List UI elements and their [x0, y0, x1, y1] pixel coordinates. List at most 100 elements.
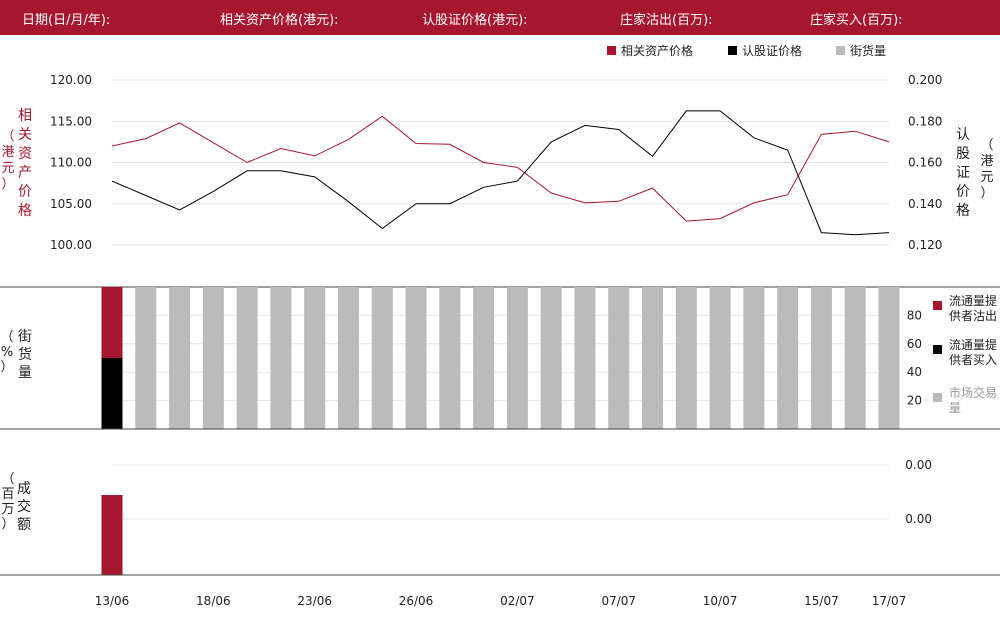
turnover-axis-title: 成交额: [17, 481, 31, 533]
warrant-tick-label: 0.140: [908, 197, 942, 211]
underlying-axis-title-glyph: 相: [18, 108, 32, 124]
warrant-price-axis-label: 认股证价格 （港元）: [956, 127, 994, 219]
market-volume-bar: [642, 287, 664, 429]
date-tick-label: 02/07: [500, 594, 535, 608]
underlying-price-line: [111, 115, 890, 222]
legend-label-line: 流通量提: [949, 293, 997, 308]
outstanding-axis-title-glyph: 街: [18, 329, 32, 345]
market-volume-bar: [337, 287, 359, 429]
market-volume-bar: [304, 287, 326, 429]
warrant-axis-title-glyph: 证: [956, 165, 970, 181]
market-volume-bar: [743, 287, 765, 429]
legend-swatch: [836, 46, 845, 55]
turnover-axis-unit: （百万）: [1, 472, 14, 532]
price-lines: [111, 110, 890, 236]
turnover-axis-unit-glyph: （: [1, 472, 14, 487]
market-volume-bar: [878, 287, 900, 429]
warrant-tick-label: 0.120: [908, 238, 942, 252]
underlying-axis-title-glyph: 资: [18, 146, 32, 162]
underlying-axis-unit-glyph: （: [1, 129, 14, 144]
market-volume-bar: [810, 287, 832, 429]
underlying-axis-unit: （港元）: [1, 129, 14, 192]
market-volume-bar: [236, 287, 258, 429]
warrant-tick-label: 0.180: [908, 114, 942, 128]
underlying-axis-unit-glyph: 元: [1, 161, 14, 176]
market-volume-bar: [169, 287, 191, 429]
legend-swatch: [933, 301, 942, 310]
outstanding-axis-title: 街货量: [18, 329, 32, 381]
price-legend: 相关资产价格 认股证价格 街货量: [607, 43, 886, 58]
turnover-axis-title-glyph: 额: [17, 517, 31, 533]
market-maker-buy-label: 庄家买入(百万):: [810, 13, 903, 28]
legend-label-line: 流通量提: [949, 337, 997, 352]
sell-bar: [101, 287, 123, 358]
market-volume-bar: [777, 287, 799, 429]
outstanding-bars: [101, 287, 900, 429]
outstanding-axis-label: 街货量 （%）: [0, 329, 32, 381]
warrant-axis-title-glyph: 认: [956, 127, 970, 143]
header-bar: 日期(日/月/年): 相关资产价格(港元): 认股证价格(港元): 庄家沽出(百…: [0, 0, 1000, 35]
underlying-price-axis: 100.00 105.00 110.00 115.00 120.00: [50, 73, 92, 252]
market-volume-bar: [675, 287, 697, 429]
legend-label-line: 供者沽出: [949, 309, 997, 323]
outstanding-grid: [112, 314, 889, 402]
date-label: 日期(日/月/年):: [22, 13, 111, 28]
underlying-tick-label: 115.00: [50, 114, 92, 128]
date-tick-label: 23/06: [297, 594, 332, 608]
legend-label: 相关资产价格: [621, 43, 693, 58]
underlying-tick-label: 100.00: [50, 238, 92, 252]
date-axis: 13/06 18/06 23/06 26/06 02/07 07/07 10/07 15/07…: [95, 594, 907, 608]
market-volume-bar: [135, 287, 157, 429]
date-tick-label: 18/06: [196, 594, 231, 608]
turnover-bars: [101, 495, 123, 575]
market-volume-bar: [439, 287, 461, 429]
warrant-axis-unit-glyph: ）: [980, 186, 993, 201]
outstanding-tick-label: 80: [907, 308, 922, 322]
market-volume-bar: [608, 287, 630, 429]
date-tick-label: 07/07: [601, 594, 636, 608]
turnover-axis-title-glyph: 交: [17, 498, 31, 515]
warrant-axis-title-glyph: 格: [956, 203, 970, 219]
underlying-price-axis-label: 相关资产价格 （港元）: [1, 108, 32, 219]
underlying-axis-title-glyph: 价: [18, 184, 32, 200]
date-tick-label: 10/07: [703, 594, 738, 608]
underlying-tick-label: 110.00: [50, 156, 92, 170]
warrant-axis-unit-glyph: （: [980, 138, 993, 153]
warrant-axis-title: 认股证价格: [956, 127, 970, 219]
turnover-axis-label: 成交额（百万）: [1, 472, 31, 533]
underlying-axis-title-glyph: 产: [18, 165, 32, 181]
legend-swatch: [607, 46, 616, 55]
turnover-tick-label: 0.00: [905, 458, 932, 472]
turnover-tick-label: 0.00: [905, 512, 932, 526]
legend-label: 市场交易量: [949, 385, 997, 415]
underlying-price-label: 相关资产价格(港元):: [220, 13, 339, 28]
turnover-axis: 0.00 0.00: [905, 458, 932, 526]
turnover-axis-unit-glyph: 百: [1, 487, 14, 502]
market-volume-bar: [506, 287, 528, 429]
underlying-axis-unit-glyph: ）: [1, 177, 14, 192]
underlying-axis-title: 相关资产价格: [18, 108, 32, 219]
market-maker-sell-label: 庄家沽出(百万):: [620, 13, 713, 28]
legend-label-line: 市场交易: [949, 385, 997, 400]
legend-swatch: [933, 393, 942, 402]
date-tick-label: 15/07: [804, 594, 839, 608]
legend-label: 街货量: [850, 43, 886, 58]
turnover-axis-unit-glyph: ）: [1, 517, 14, 532]
price-grid: [112, 79, 889, 246]
warrant-tick-label: 0.200: [908, 73, 942, 87]
outstanding-axis-unit-glyph: %: [1, 345, 13, 360]
legend-label-line: 量: [949, 401, 961, 415]
warrant-price-axis: 0.120 0.140 0.160 0.180 0.200: [908, 73, 942, 252]
outstanding-tick-label: 40: [907, 365, 922, 379]
legend-label-line: 供者买入: [949, 353, 997, 367]
market-volume-bar: [709, 287, 731, 429]
warrant-price-line: [111, 110, 890, 236]
date-tick-label: 17/07: [872, 594, 907, 608]
outstanding-tick-label: 60: [907, 337, 922, 351]
outstanding-axis-title-glyph: 量: [18, 365, 32, 381]
market-volume-bar: [270, 287, 292, 429]
warrant-axis-title-glyph: 价: [956, 184, 970, 200]
outstanding-axis-title-glyph: 货: [18, 346, 32, 363]
warrant-axis-unit-glyph: 元: [980, 170, 993, 185]
